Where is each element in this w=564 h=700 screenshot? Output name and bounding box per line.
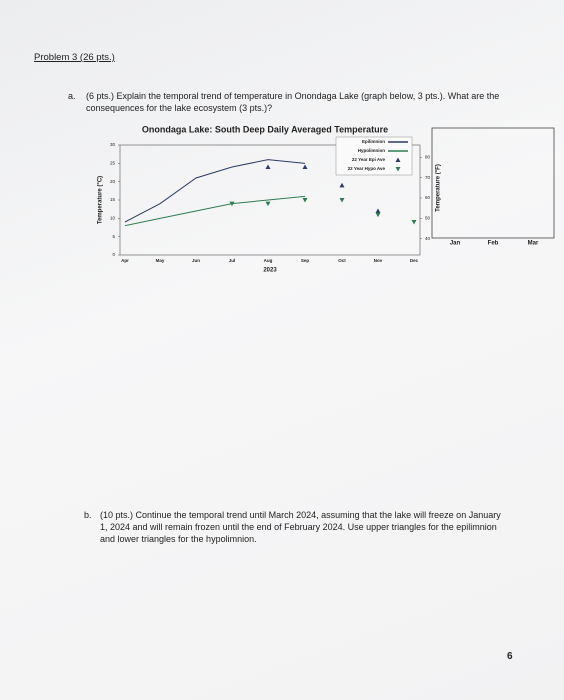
y-tick-label: 5 <box>112 234 115 239</box>
x-tick-label: Jun <box>192 258 200 263</box>
part-label: a. <box>68 91 76 101</box>
y2-axis-label: Temperature (°F) <box>436 164 442 212</box>
part-text: (10 pts.) Continue the temporal trend un… <box>100 510 501 544</box>
y-tick-label: 30 <box>110 142 116 147</box>
data-point <box>339 182 345 188</box>
y-tick-label: 20 <box>110 179 116 184</box>
x-tick-label: Nov <box>374 258 383 263</box>
x-tick-label: Jul <box>229 258 236 263</box>
legend-swatch <box>395 157 401 162</box>
y-tick-label: 25 <box>110 161 116 166</box>
data-point <box>411 220 417 225</box>
x-tick-label: May <box>156 258 165 263</box>
y-tick-label: 15 <box>110 197 116 202</box>
part-label: b. <box>84 510 92 520</box>
data-point <box>302 198 308 203</box>
year-label: 2023 <box>263 268 277 274</box>
y2-tick-label: 40 <box>425 236 431 241</box>
legend-label: Epilimnion <box>362 139 385 144</box>
x-tick-label: Apr <box>121 258 129 263</box>
legend-label: 22 Year Hypo Ave <box>348 166 386 171</box>
legend-swatch <box>395 167 401 172</box>
legend-label: Hypolimnion <box>358 148 385 153</box>
data-point <box>339 198 345 203</box>
x-tick-label: Sep <box>301 258 310 263</box>
data-point <box>229 201 235 207</box>
data-point <box>375 212 381 218</box>
x-tick-label: Feb <box>488 241 499 247</box>
x-tick-label: Oct <box>338 258 346 263</box>
chart-title: Onondaga Lake: South Deep Daily Averaged… <box>142 124 388 134</box>
x-tick-label: Mar <box>528 241 539 247</box>
series-line <box>124 195 306 227</box>
y2-tick-label: 70 <box>425 175 431 180</box>
x-tick-label: Dec <box>410 258 419 263</box>
x-tick-label: Jan <box>450 241 461 247</box>
y2-tick-label: 50 <box>425 216 431 221</box>
page-number: 6 <box>507 651 513 662</box>
x-tick-label: Aug <box>264 258 273 263</box>
extension-box <box>431 127 555 239</box>
y2-tick-label: 60 <box>425 195 431 200</box>
data-point <box>302 164 308 169</box>
legend-label: 22 Year Epi Ave <box>352 157 386 162</box>
problem-title: Problem 3 (26 pts.) <box>34 52 115 63</box>
data-point <box>375 208 381 213</box>
y-tick-label: 0 <box>112 252 115 257</box>
part-text: (6 pts.) Explain the temporal trend of t… <box>86 91 500 113</box>
series-line <box>124 159 306 223</box>
y-tick-label: 10 <box>110 216 116 221</box>
y-axis-label: Temperature (°C) <box>98 176 104 224</box>
y2-tick-label: 80 <box>425 154 431 159</box>
data-point <box>265 164 271 169</box>
data-point <box>265 201 271 207</box>
